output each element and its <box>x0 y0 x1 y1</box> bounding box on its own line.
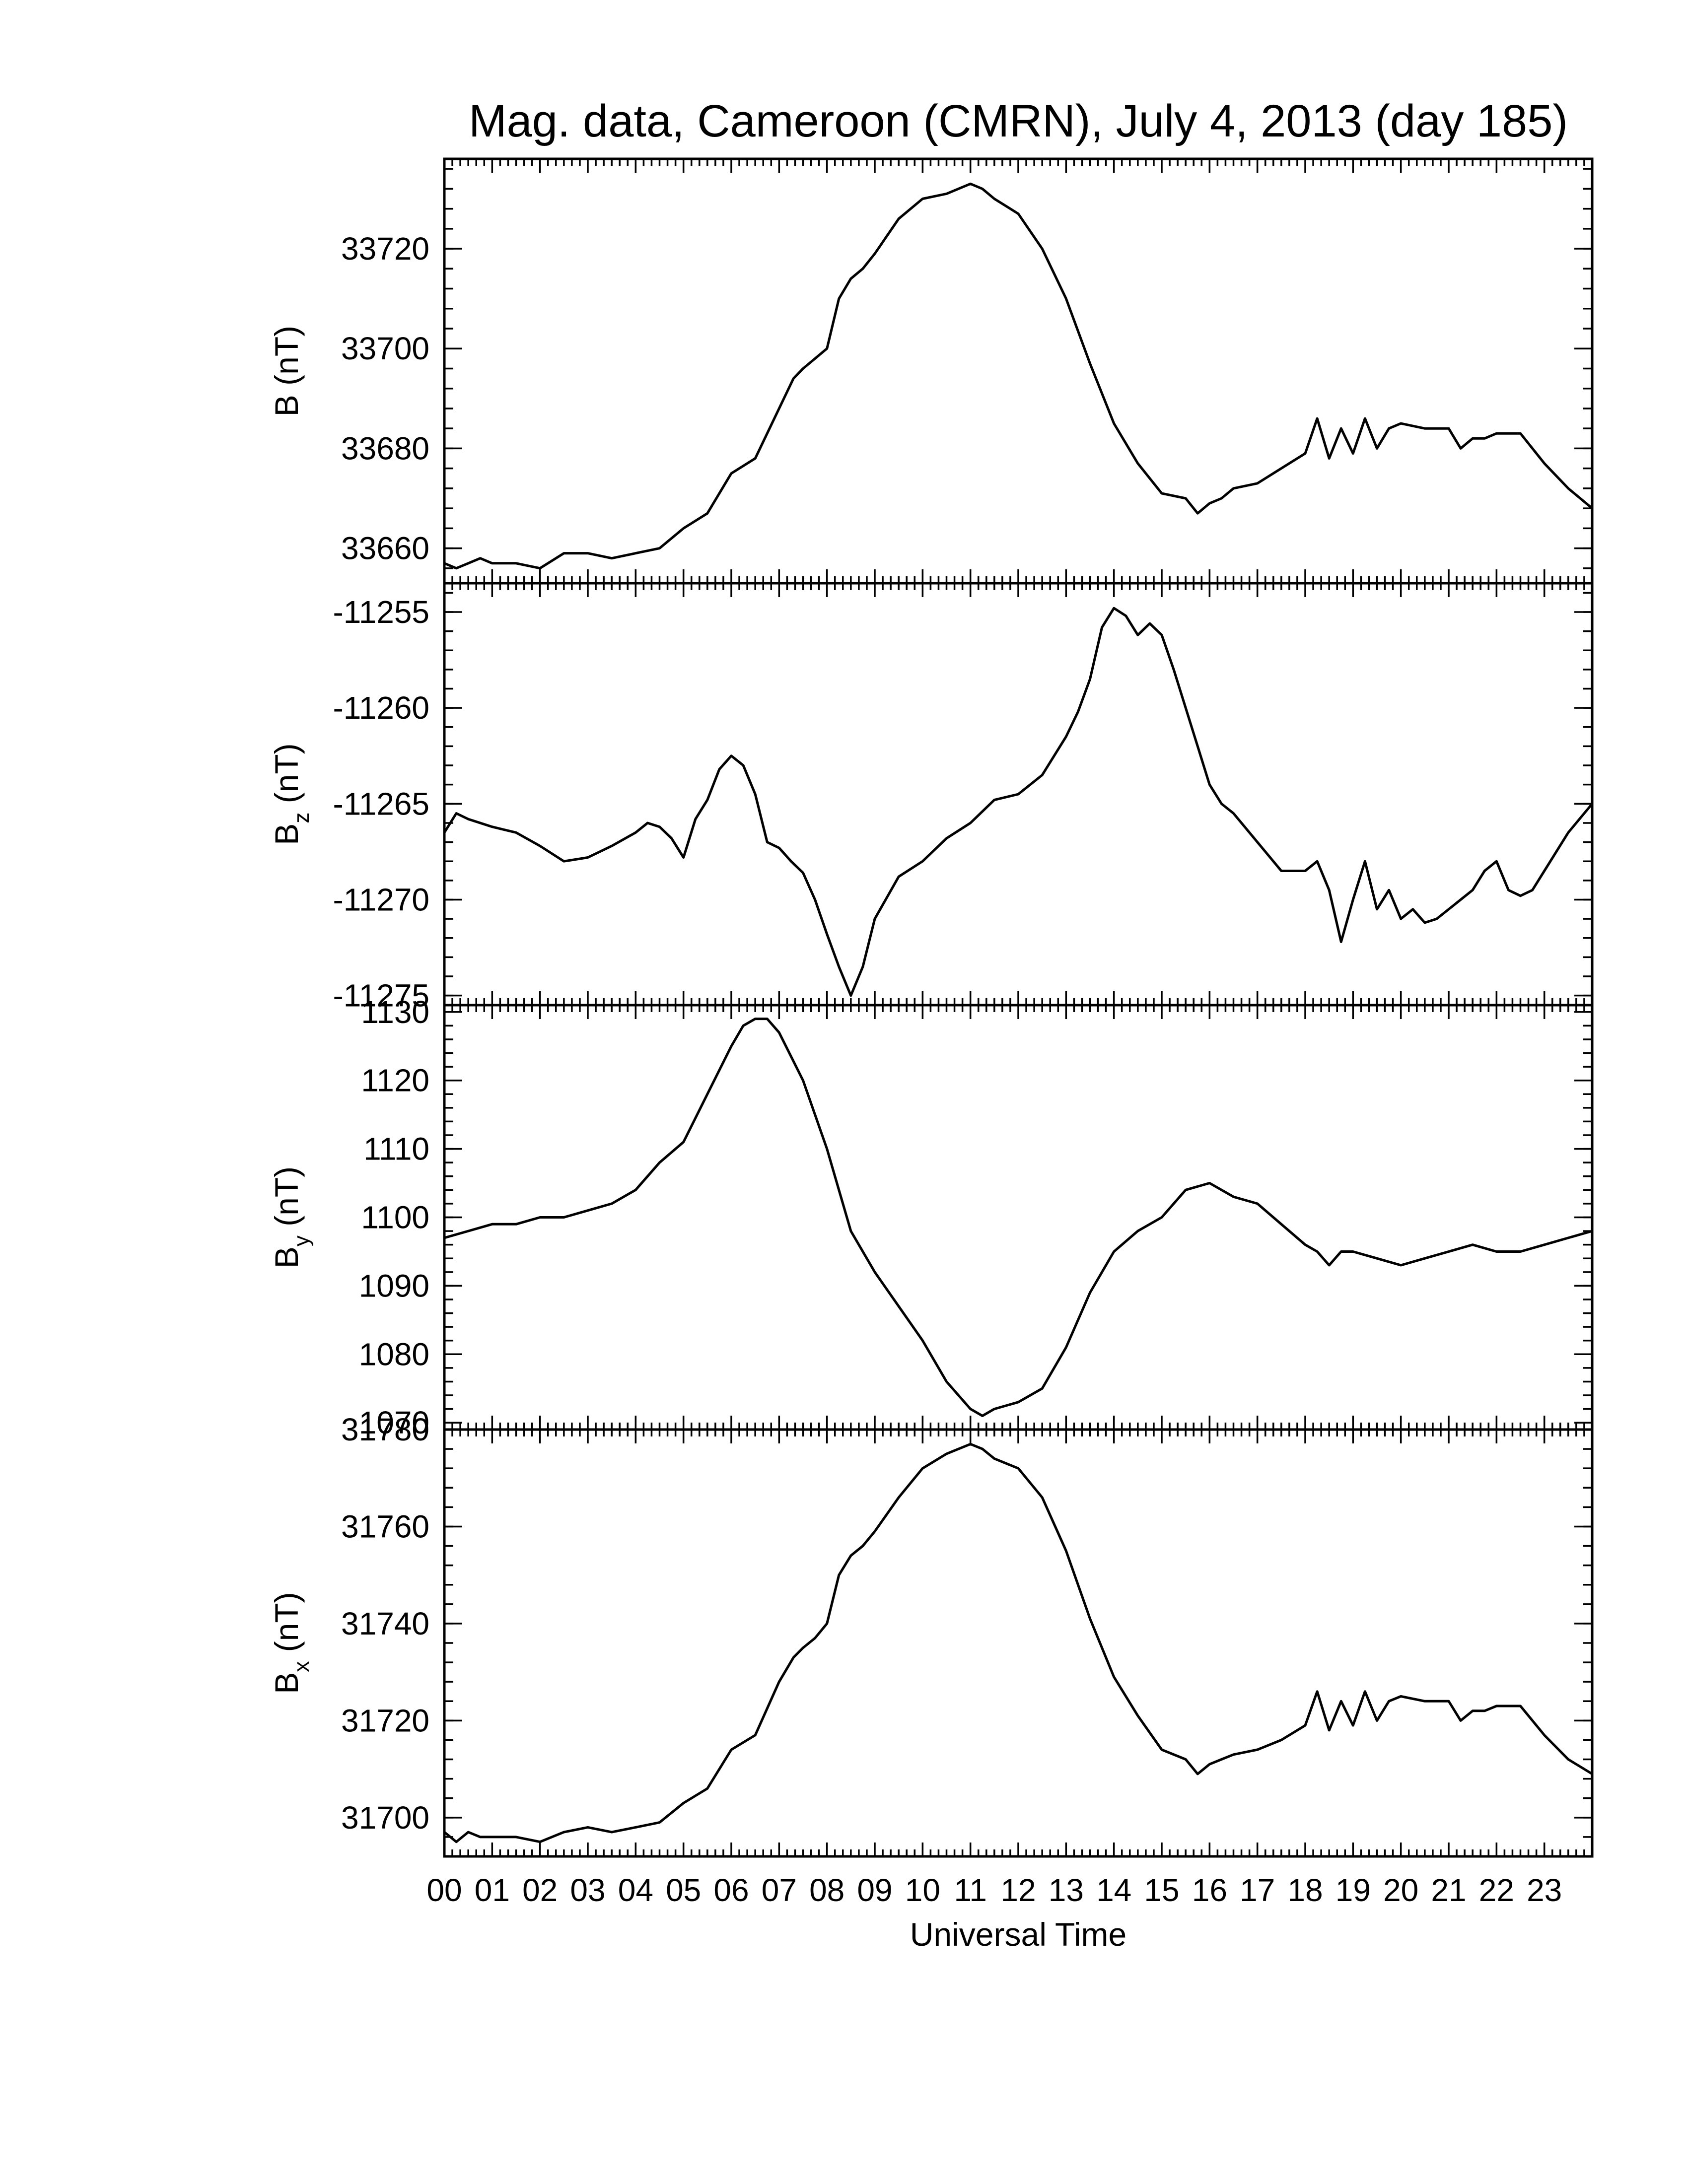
x-tick-label: 22 <box>1479 1872 1514 1908</box>
y-tick-label: 33700 <box>341 331 429 366</box>
y-tick-label: 31720 <box>341 1703 429 1738</box>
y-tick-label: 31760 <box>341 1508 429 1544</box>
series-line <box>443 607 1594 997</box>
x-tick-label: 02 <box>522 1872 558 1908</box>
series-line <box>443 1018 1594 1417</box>
chart-title: Mag. data, Cameroon (CMRN), July 4, 2013… <box>469 96 1568 146</box>
x-axis-title: Universal Time <box>910 1916 1126 1953</box>
series-line <box>443 182 1594 570</box>
x-tick-label: 05 <box>666 1872 701 1908</box>
y-axis-title: Bx (nT) <box>268 1592 314 1694</box>
y-tick-label: 1110 <box>363 1131 429 1167</box>
x-tick-label: 07 <box>762 1872 797 1908</box>
x-tick-label: 06 <box>713 1872 749 1908</box>
x-tick-label: 23 <box>1527 1872 1562 1908</box>
panel-frame <box>443 1004 1594 1431</box>
y-tick-label: 33720 <box>341 231 429 267</box>
panel-1: 33660 33680 33700 33720 B (nT) <box>268 157 1594 585</box>
x-tick-label: 04 <box>618 1872 653 1908</box>
panel-3: 1070 1080 1090 1100 1110 1120 1130 By (nT) <box>268 994 1594 1440</box>
x-tick-label: 00 <box>426 1872 462 1908</box>
panel-frame <box>443 157 1594 585</box>
panel-2: -11275 -11270 -11265 -11260 -11255 Bz (nT) <box>268 582 1594 1014</box>
x-axis-tick-labels: 00 01 02 03 04 05 06 07 08 09 10 11 12 13 14 15 16 17 18 19… <box>426 1872 1562 1908</box>
y-tick-label: -11270 <box>333 882 429 918</box>
x-tick-label: 14 <box>1096 1872 1131 1908</box>
y-tick-label: -11260 <box>333 690 429 726</box>
y-axis-title: Bz (nT) <box>268 743 314 845</box>
x-tick-label: 15 <box>1144 1872 1179 1908</box>
x-tick-label: 11 <box>954 1872 986 1908</box>
series-line <box>443 1442 1594 1843</box>
x-tick-label: 18 <box>1287 1872 1323 1908</box>
x-tick-label: 08 <box>809 1872 844 1908</box>
y-tick-label: 1090 <box>359 1268 429 1303</box>
y-tick-label: 31780 <box>341 1412 429 1447</box>
y-tick-label: 1080 <box>359 1336 429 1372</box>
x-tick-label: 19 <box>1336 1872 1371 1908</box>
y-tick-label: -11255 <box>333 594 429 630</box>
x-tick-label: 16 <box>1192 1872 1227 1908</box>
panel-4: 31700 31720 31740 31760 31780 Bx (nT) <box>268 1412 1594 1858</box>
y-tick-label: 1100 <box>361 1200 429 1235</box>
x-tick-label: 20 <box>1383 1872 1418 1908</box>
y-tick-label: 1120 <box>361 1063 429 1098</box>
x-tick-label: 17 <box>1240 1872 1275 1908</box>
y-tick-label: 31700 <box>341 1800 429 1836</box>
y-tick-label: -11265 <box>333 786 429 821</box>
x-tick-label: 03 <box>570 1872 605 1908</box>
y-tick-label: 31740 <box>341 1606 429 1641</box>
y-tick-label: 1070 <box>359 1405 429 1440</box>
x-tick-label: 21 <box>1431 1872 1466 1908</box>
x-tick-label: 01 <box>475 1872 510 1908</box>
x-tick-label: 10 <box>905 1872 940 1908</box>
x-tick-label: 09 <box>857 1872 892 1908</box>
y-axis-title: By (nT) <box>268 1166 314 1268</box>
y-axis-title: B (nT) <box>268 326 305 416</box>
x-tick-label: 12 <box>1000 1872 1036 1908</box>
y-tick-label: 1130 <box>361 994 429 1030</box>
panel-frame <box>443 1428 1594 1858</box>
y-tick-label: 33680 <box>341 430 429 466</box>
x-tick-label: 13 <box>1049 1872 1084 1908</box>
y-tick-label: -11275 <box>333 978 429 1014</box>
y-tick-label: 33660 <box>341 531 429 566</box>
